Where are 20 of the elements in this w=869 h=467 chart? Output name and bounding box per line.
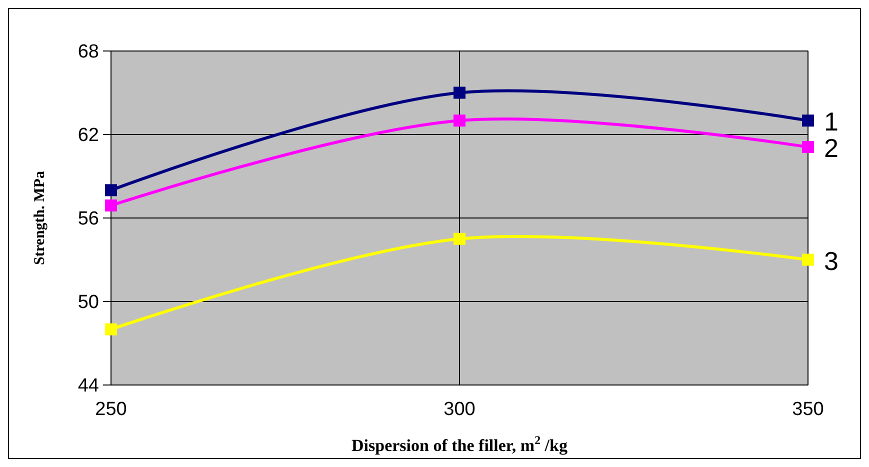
x-tick-label: 250 xyxy=(95,399,127,420)
point xyxy=(454,232,466,245)
x-tick-label: 350 xyxy=(792,399,824,420)
point xyxy=(802,114,814,127)
x-axis-title: Dispersion of the filler, m$^{2}$ /kg xyxy=(352,433,568,455)
point xyxy=(802,141,814,154)
y-axis-title: Strength. MPa xyxy=(32,170,48,265)
y-tick-label: 56 xyxy=(78,208,99,230)
point xyxy=(105,199,117,212)
y-tick-label: 62 xyxy=(78,125,99,146)
y-tick-label: 44 xyxy=(78,376,100,397)
y-tick-label: 50 xyxy=(78,292,99,314)
point xyxy=(105,184,117,196)
point xyxy=(105,323,117,336)
point xyxy=(802,254,814,266)
point xyxy=(454,86,466,99)
point xyxy=(454,114,466,127)
series-label: 3 xyxy=(824,246,838,276)
y-tick-label: 68 xyxy=(78,42,99,63)
x-tick-label: 300 xyxy=(444,399,476,420)
